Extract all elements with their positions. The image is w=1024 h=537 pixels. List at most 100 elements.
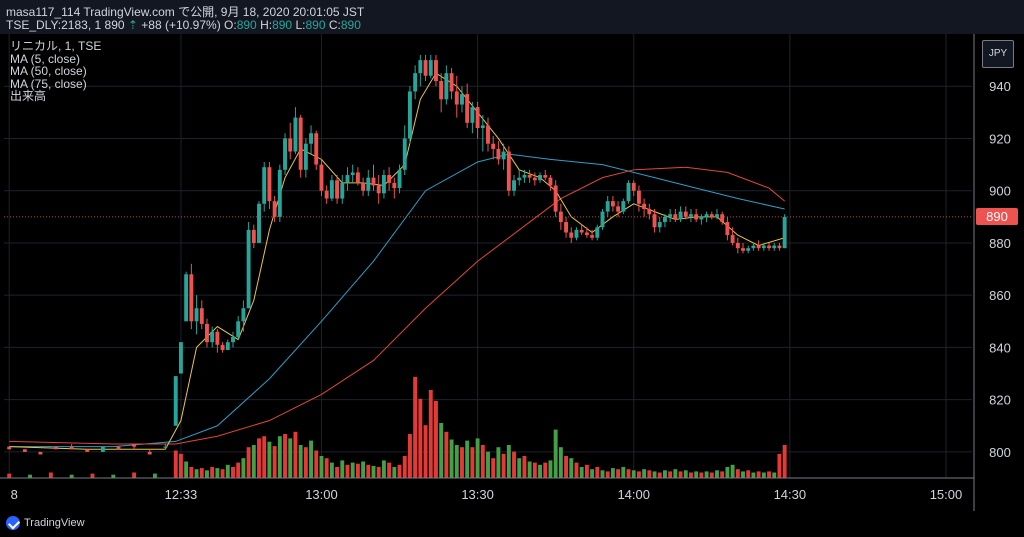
candle xyxy=(194,308,199,322)
currency-badge[interactable]: JPY xyxy=(982,40,1014,68)
candle xyxy=(470,107,475,123)
candle xyxy=(678,211,683,220)
candle xyxy=(246,229,251,309)
candle xyxy=(715,214,719,217)
candle xyxy=(512,180,516,191)
candle xyxy=(673,214,678,220)
candle xyxy=(730,235,735,243)
candle xyxy=(584,232,589,236)
candle xyxy=(22,449,27,452)
candle xyxy=(699,216,704,220)
open-label: O: xyxy=(224,18,237,32)
candle xyxy=(100,446,105,452)
legend-ma75[interactable]: MA (75, close) xyxy=(10,76,87,91)
candle xyxy=(262,167,267,204)
volume-bars xyxy=(7,376,787,478)
candle xyxy=(340,182,345,199)
volume-bar xyxy=(668,471,673,478)
candle xyxy=(657,222,662,228)
price-tick-label: 820 xyxy=(989,393,1011,408)
candle xyxy=(132,444,137,447)
volume-bar xyxy=(251,445,256,478)
volume-bar xyxy=(662,470,667,478)
candle xyxy=(662,216,667,223)
volume-bar xyxy=(751,472,756,478)
candle xyxy=(668,214,673,217)
volume-bar xyxy=(558,447,563,478)
volume-bar xyxy=(517,458,522,478)
volume-bar xyxy=(402,456,407,478)
candle xyxy=(350,172,355,176)
volume-bar xyxy=(257,438,261,478)
candle xyxy=(652,214,657,228)
candle xyxy=(434,60,438,82)
volume-bar xyxy=(761,472,766,478)
volume-bar xyxy=(231,467,235,478)
candle xyxy=(85,449,90,452)
candle xyxy=(496,148,501,160)
candle xyxy=(475,107,480,129)
volume-bar xyxy=(532,462,537,478)
volume-bar xyxy=(324,458,329,478)
symbol-label: TSE_DLY:2183 xyxy=(6,18,88,32)
volume-bar xyxy=(444,431,449,478)
legend-volume[interactable]: 出来高 xyxy=(10,89,47,103)
volume-bar xyxy=(584,464,589,478)
volume-bar xyxy=(69,474,74,478)
candle xyxy=(314,133,319,165)
candle xyxy=(626,182,631,202)
volume-bar xyxy=(772,472,777,478)
volume-bar xyxy=(199,468,204,478)
volume-bar xyxy=(527,461,532,478)
brand[interactable]: TradingView xyxy=(6,516,85,530)
candle xyxy=(506,151,511,191)
candle xyxy=(647,208,652,215)
volume-bar xyxy=(262,436,267,478)
volume-bar xyxy=(454,445,459,478)
candle xyxy=(7,446,12,450)
tradingview-logo-icon xyxy=(6,516,20,530)
legend-title[interactable]: リニカル, 1, TSE xyxy=(10,39,102,53)
volume-bar xyxy=(329,462,334,478)
volume-bar xyxy=(439,423,444,478)
volume-bar xyxy=(392,467,397,478)
price-tick-label: 800 xyxy=(989,445,1011,460)
candle xyxy=(335,180,340,199)
volume-bar xyxy=(506,445,511,478)
volume-bar xyxy=(574,462,579,478)
legend-ma5[interactable]: MA (5, close) xyxy=(10,51,81,66)
candle xyxy=(751,245,756,249)
candle xyxy=(387,175,392,183)
volume-bar xyxy=(579,467,584,478)
ma50-line xyxy=(9,166,785,445)
volume-bar xyxy=(178,453,183,478)
volume-bar xyxy=(236,462,241,478)
candle xyxy=(381,175,386,194)
candle xyxy=(173,376,178,426)
candle xyxy=(69,446,74,450)
candle xyxy=(418,60,423,74)
volume-bar xyxy=(720,471,725,478)
candle xyxy=(543,175,548,178)
volume-bar xyxy=(553,429,558,478)
volume-bar xyxy=(652,471,657,478)
volume-bar xyxy=(355,463,360,478)
ma75-line xyxy=(9,153,785,448)
low-value: 890 xyxy=(305,18,326,32)
candle xyxy=(569,232,574,238)
candle xyxy=(741,248,745,251)
candle xyxy=(257,203,261,243)
candle xyxy=(428,60,433,76)
candle xyxy=(329,180,334,199)
volume-bar xyxy=(590,469,595,478)
footer: TradingView xyxy=(0,511,1024,537)
volume-bar xyxy=(225,464,230,478)
candle xyxy=(293,117,298,152)
candle xyxy=(767,245,771,249)
time-tick-label: 12:33 xyxy=(165,487,198,502)
volume-bar xyxy=(522,456,527,478)
volume-bar xyxy=(283,434,287,478)
legend-ma50[interactable]: MA (50, close) xyxy=(10,64,87,78)
